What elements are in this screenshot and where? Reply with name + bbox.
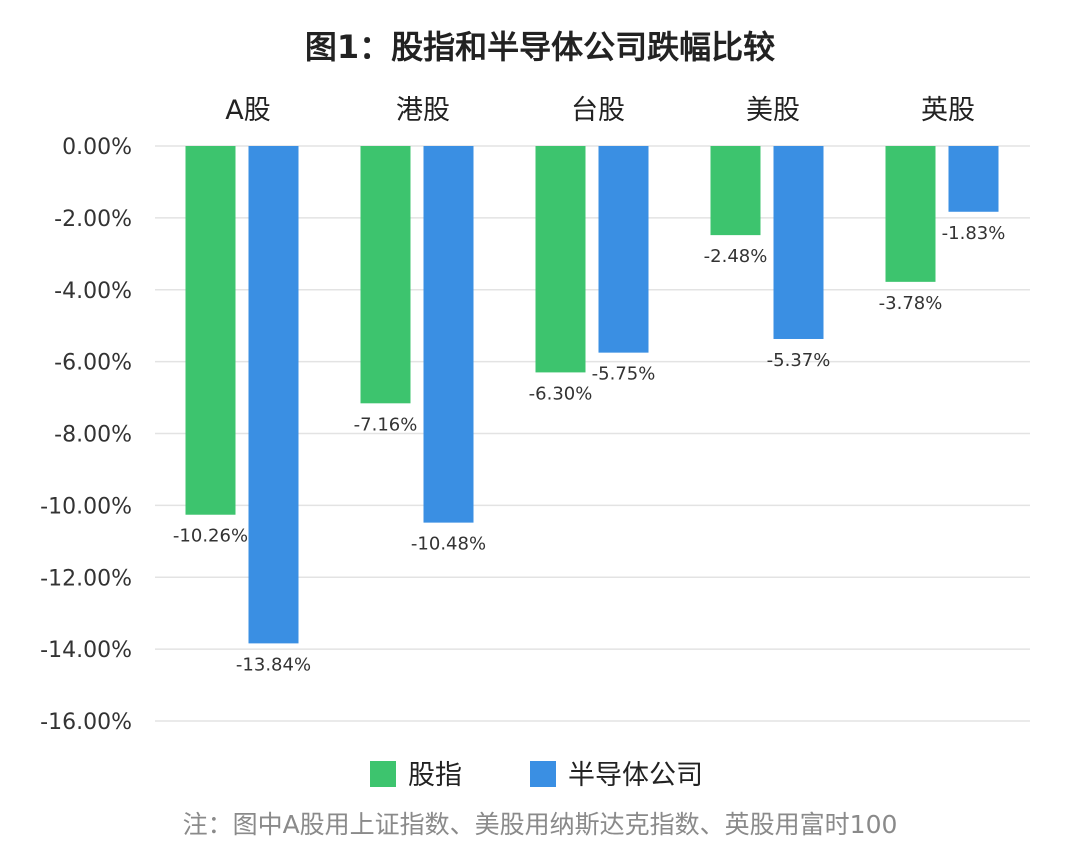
chart-title: 图1：股指和半导体公司跌幅比较 bbox=[305, 28, 775, 66]
y-tick-label: 0.00% bbox=[62, 135, 132, 160]
data-label: -2.48% bbox=[704, 246, 768, 267]
y-tick-label: -2.00% bbox=[54, 207, 132, 232]
data-label: -5.75% bbox=[592, 364, 656, 385]
bar bbox=[185, 146, 236, 515]
bar bbox=[885, 146, 936, 282]
category-label: 美股 bbox=[746, 95, 800, 126]
data-label: -5.37% bbox=[767, 350, 831, 371]
gridlines bbox=[155, 145, 1030, 722]
y-tick-label: -12.00% bbox=[40, 566, 132, 591]
bar bbox=[248, 146, 299, 644]
y-tick-label: -4.00% bbox=[54, 279, 132, 304]
bar bbox=[360, 146, 411, 404]
y-tick-label: -14.00% bbox=[40, 638, 132, 663]
category-label: 台股 bbox=[571, 95, 625, 126]
legend-label: 半导体公司 bbox=[568, 760, 703, 791]
category-label: 港股 bbox=[396, 95, 450, 126]
y-tick-label: -6.00% bbox=[54, 351, 132, 376]
x-axis: A股 港股 台股 美股 英股 bbox=[225, 95, 975, 126]
y-tick-label: -16.00% bbox=[40, 710, 132, 735]
category-label: 英股 bbox=[921, 95, 975, 126]
data-label: -10.48% bbox=[411, 534, 486, 555]
category-label: A股 bbox=[225, 95, 270, 126]
bar bbox=[948, 146, 999, 212]
bar bbox=[598, 146, 649, 353]
data-labels: -10.26% -13.84% -7.16% -10.48% -6.30%-5.75% -… bbox=[173, 223, 1005, 676]
legend-swatch bbox=[530, 761, 556, 787]
legend: 股指 半导体公司 bbox=[370, 760, 703, 791]
legend-label: 股指 bbox=[408, 760, 462, 791]
data-label: -1.83% bbox=[942, 223, 1006, 244]
bar bbox=[710, 146, 761, 236]
bar bbox=[535, 146, 586, 373]
data-label: -6.30% bbox=[529, 383, 593, 404]
bar bbox=[773, 146, 824, 339]
y-tick-label: -10.00% bbox=[40, 494, 132, 519]
legend-swatch bbox=[370, 761, 396, 787]
bar bbox=[423, 146, 474, 523]
data-label: -13.84% bbox=[236, 654, 311, 675]
y-axis: 0.00% -2.00% -4.00% -6.00% -8.00% -10.00% -12.… bbox=[40, 135, 132, 735]
footnote: 注：图中A股用上证指数、美股用纳斯达克指数、英股用富时100 bbox=[183, 810, 898, 839]
data-label: -7.16% bbox=[354, 414, 418, 435]
y-tick-label: -8.00% bbox=[54, 423, 132, 448]
bars bbox=[185, 146, 999, 644]
data-label: -10.26% bbox=[173, 526, 248, 547]
data-label: -3.78% bbox=[879, 293, 943, 314]
